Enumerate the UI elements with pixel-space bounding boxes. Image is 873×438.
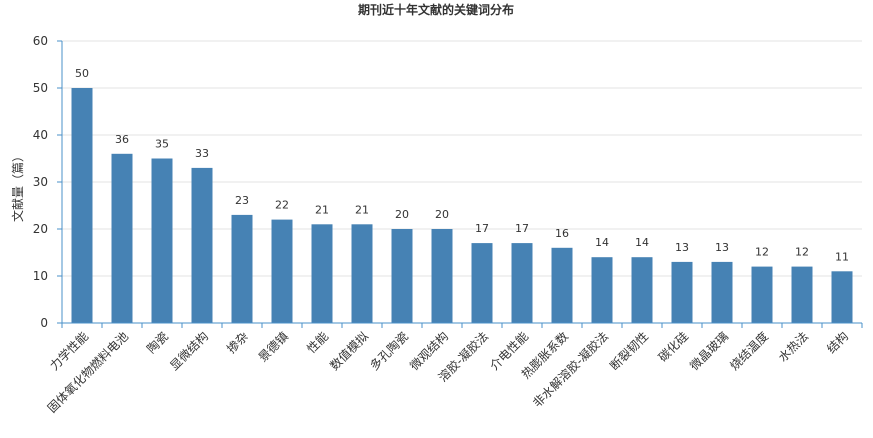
- y-tick-label: 20: [33, 222, 48, 236]
- gridlines: [62, 40, 862, 277]
- data-label: 14: [635, 236, 649, 249]
- bar: [551, 247, 573, 323]
- y-tick-label: 30: [33, 175, 48, 189]
- bars: [71, 88, 853, 323]
- data-label: 17: [475, 222, 489, 235]
- bar: [71, 88, 93, 323]
- bar: [151, 158, 173, 323]
- bar: [751, 266, 773, 323]
- y-tick-label: 60: [33, 34, 48, 48]
- bar: [271, 219, 293, 323]
- data-label: 35: [155, 138, 169, 151]
- bar: [711, 261, 733, 323]
- data-label: 13: [715, 241, 729, 254]
- bar: [631, 257, 653, 323]
- y-tick-label: 50: [33, 81, 48, 95]
- bar: [311, 224, 333, 323]
- data-label: 16: [555, 227, 569, 240]
- y-axis-ticks: 0 10 20 30 40 50 60: [33, 34, 62, 330]
- x-tick-label: 景德镇: [255, 329, 291, 365]
- bar: [831, 271, 853, 323]
- data-label: 13: [675, 241, 689, 254]
- data-label: 17: [515, 222, 529, 235]
- data-label: 36: [115, 133, 129, 146]
- data-label: 23: [235, 194, 249, 207]
- data-label: 50: [75, 67, 89, 80]
- data-labels: 50 36 35 33 23 22 21 21 20 20 17 17 16 14 14 13 13 12 12 11: [75, 67, 849, 263]
- data-label: 20: [395, 208, 409, 221]
- x-tick-label: 碳化硅: [656, 329, 691, 364]
- x-tick-label: 非水解溶胶-凝胶法: [530, 329, 612, 411]
- bar: [191, 167, 213, 323]
- y-axis-label: 文献量（篇）: [10, 150, 25, 222]
- bar: [391, 229, 413, 323]
- x-tick-label: 陶瓷: [144, 329, 172, 357]
- chart-title: 期刊近十年文献的关键词分布: [358, 2, 514, 17]
- y-tick-label: 40: [33, 128, 48, 142]
- y-tick-label: 10: [33, 269, 48, 283]
- data-label: 21: [315, 203, 329, 216]
- x-tick-label: 断裂韧性: [607, 329, 652, 374]
- data-label: 12: [795, 246, 809, 259]
- data-label: 33: [195, 147, 209, 160]
- bar: [511, 243, 533, 323]
- bar: [231, 214, 253, 323]
- data-label: 21: [355, 203, 369, 216]
- x-tick-label: 结构: [824, 329, 852, 357]
- x-tick-label: 多孔陶瓷: [367, 329, 412, 374]
- bar: [591, 257, 613, 323]
- x-tick-label: 水热法: [776, 329, 811, 364]
- bar: [111, 153, 133, 323]
- bar: [351, 224, 373, 323]
- bar: [431, 229, 453, 323]
- x-tick-label: 掺杂: [224, 329, 252, 357]
- data-label: 12: [755, 246, 769, 259]
- x-tick-label: 烧结温度: [727, 329, 772, 374]
- x-tick-label: 数值模拟: [327, 329, 372, 374]
- data-label: 22: [275, 199, 289, 212]
- x-tick-label: 微晶玻璃: [687, 329, 731, 373]
- data-label: 14: [595, 236, 609, 249]
- bar: [471, 243, 493, 323]
- bar: [791, 266, 813, 323]
- bar: [671, 261, 693, 323]
- x-tick-label: 显微结构: [167, 329, 212, 374]
- data-label: 11: [835, 250, 849, 263]
- y-tick-label: 0: [40, 316, 48, 330]
- x-tick-label: 性能: [304, 329, 331, 356]
- data-label: 20: [435, 208, 449, 221]
